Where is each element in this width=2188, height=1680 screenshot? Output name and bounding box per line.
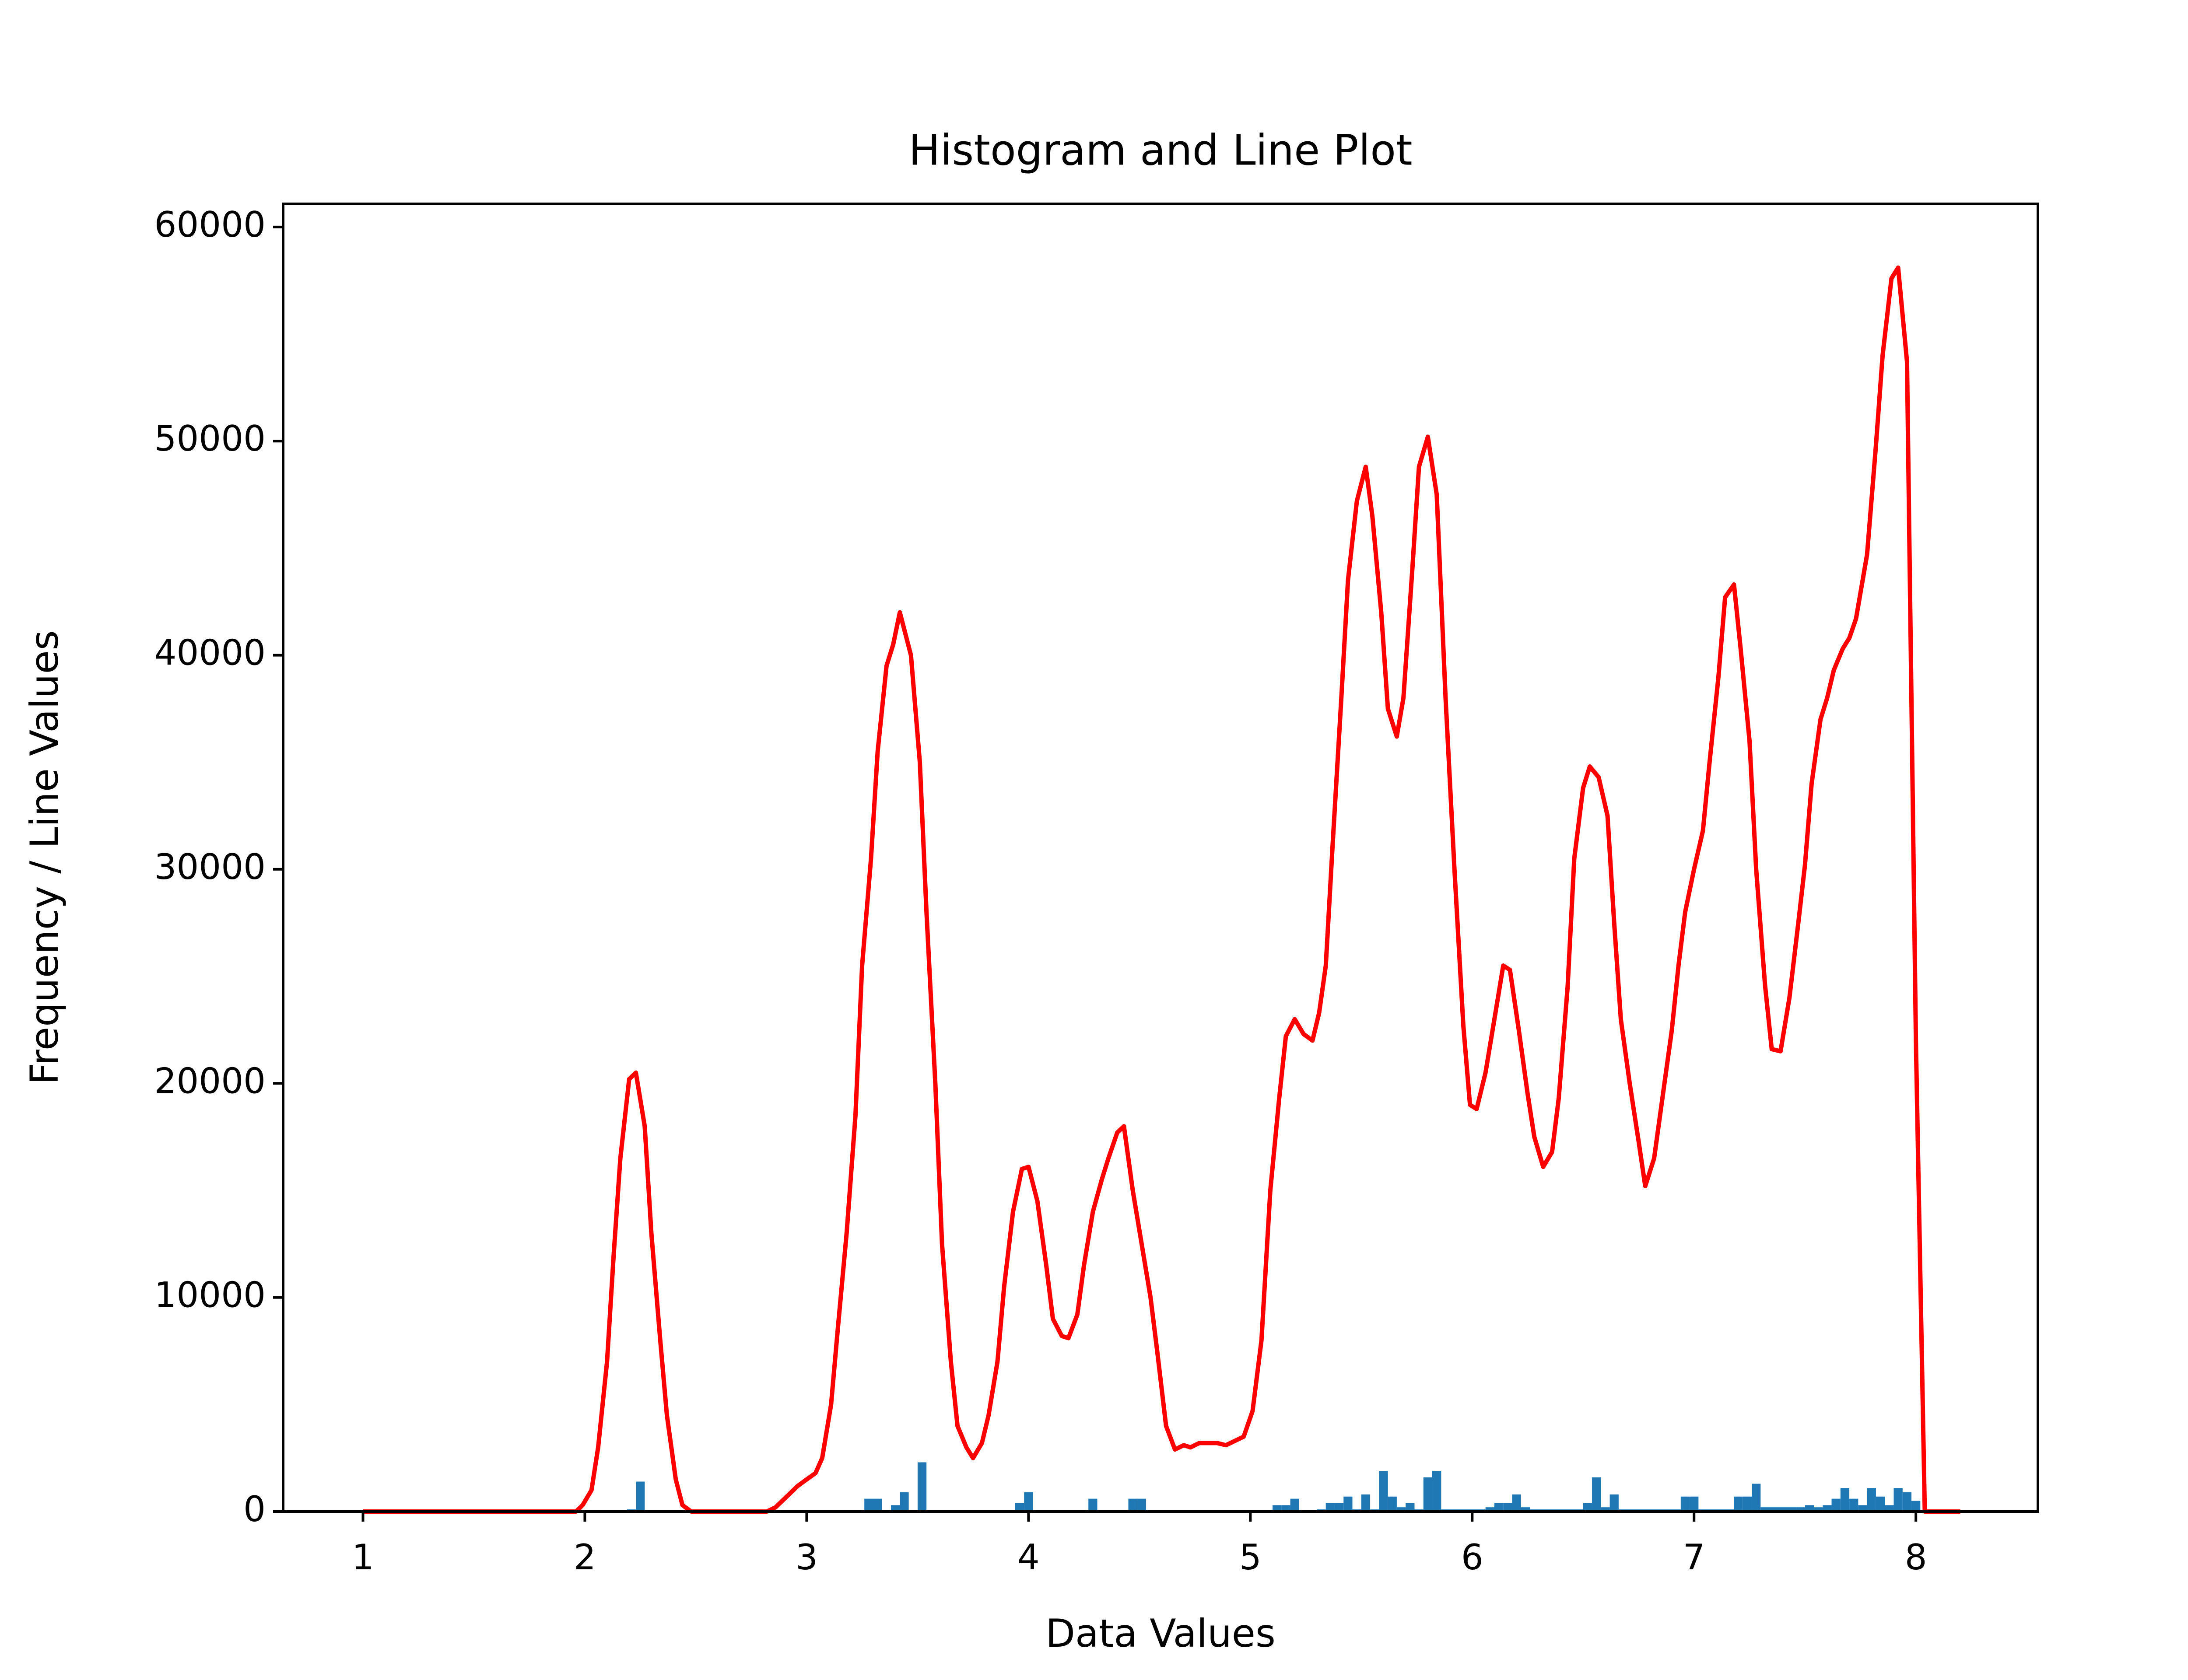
y-axis-label: Frequency / Line Values [22, 630, 67, 1085]
y-tick-label: 50000 [154, 418, 266, 459]
histogram-bar [864, 1498, 873, 1512]
histogram-bar [917, 1462, 927, 1512]
histogram-bar [873, 1498, 882, 1512]
y-tick-label: 60000 [154, 204, 266, 245]
histogram-bar [1796, 1507, 1805, 1512]
x-tick-label: 2 [574, 1537, 596, 1578]
histogram-bar [1521, 1507, 1530, 1512]
histogram-bar [1512, 1494, 1521, 1512]
y-tick-label: 20000 [154, 1060, 266, 1101]
x-tick-label: 1 [352, 1537, 374, 1578]
histogram-bar [1902, 1492, 1912, 1512]
histogram-bar [1281, 1505, 1290, 1512]
histogram-bar [1396, 1507, 1406, 1512]
histogram-bar [1690, 1496, 1699, 1512]
histogram-bar [1406, 1503, 1415, 1512]
x-tick-label: 7 [1683, 1537, 1705, 1578]
histogram-bar [1273, 1505, 1282, 1512]
histogram-bar [1088, 1498, 1098, 1512]
histogram-bar [1583, 1503, 1592, 1512]
histogram-bar [900, 1492, 909, 1512]
histogram-bar [1858, 1505, 1867, 1512]
histogram-bar [1876, 1496, 1885, 1512]
histogram-bar [1343, 1496, 1353, 1512]
x-tick-label: 6 [1461, 1537, 1483, 1578]
histogram-bar [1743, 1496, 1752, 1512]
histogram-bar [1494, 1503, 1504, 1512]
y-tick-label: 40000 [154, 633, 266, 673]
y-tick-label: 0 [243, 1489, 266, 1530]
histogram-bar [1361, 1494, 1371, 1512]
x-tick-label: 8 [1905, 1537, 1927, 1578]
histogram-bar [1503, 1503, 1512, 1512]
histogram-bar [1734, 1496, 1743, 1512]
x-axis-label: Data Values [1045, 1611, 1276, 1656]
x-tick-label: 4 [1017, 1537, 1040, 1578]
histogram-bar [1015, 1503, 1024, 1512]
histogram-bar [1128, 1498, 1137, 1512]
histogram-bar [1831, 1498, 1841, 1512]
histogram-bar [891, 1505, 900, 1512]
histogram-bar [1609, 1494, 1619, 1512]
x-tick-label: 5 [1239, 1537, 1262, 1578]
histogram-bar [1388, 1496, 1397, 1512]
histogram-bar [1760, 1507, 1796, 1512]
histogram-bar [1325, 1503, 1335, 1512]
line-series [363, 265, 1960, 1514]
plot-frame [282, 203, 2039, 1513]
histogram-bar [1680, 1496, 1690, 1512]
histogram-bar [1592, 1477, 1601, 1512]
histogram-bar [1849, 1498, 1858, 1512]
y-tick-label: 30000 [154, 847, 266, 887]
histogram-bar [1137, 1498, 1147, 1512]
histogram-bar [1379, 1471, 1388, 1512]
histogram-bar [1840, 1488, 1850, 1512]
histogram-bar [1885, 1505, 1894, 1512]
histogram-bar [1893, 1488, 1903, 1512]
histogram-bar [1752, 1484, 1761, 1512]
histogram-bar [1867, 1488, 1876, 1512]
histogram-bar [1024, 1492, 1033, 1512]
histogram-bar [1334, 1503, 1344, 1512]
histogram-bar [1823, 1505, 1832, 1512]
histogram-bar [1813, 1507, 1823, 1512]
chart-title: Histogram and Line Plot [908, 126, 1412, 175]
histogram-bar [1911, 1501, 1921, 1512]
x-tick-label: 3 [796, 1537, 818, 1578]
histogram-bar [1485, 1507, 1494, 1512]
histogram-bar [636, 1481, 645, 1512]
histogram-bar [1432, 1471, 1441, 1512]
y-tick-label: 10000 [154, 1275, 266, 1316]
histogram-bar [1805, 1505, 1814, 1512]
histogram-bar [1290, 1498, 1299, 1512]
histogram-bar [1423, 1477, 1433, 1512]
histogram-bar [1601, 1507, 1610, 1512]
